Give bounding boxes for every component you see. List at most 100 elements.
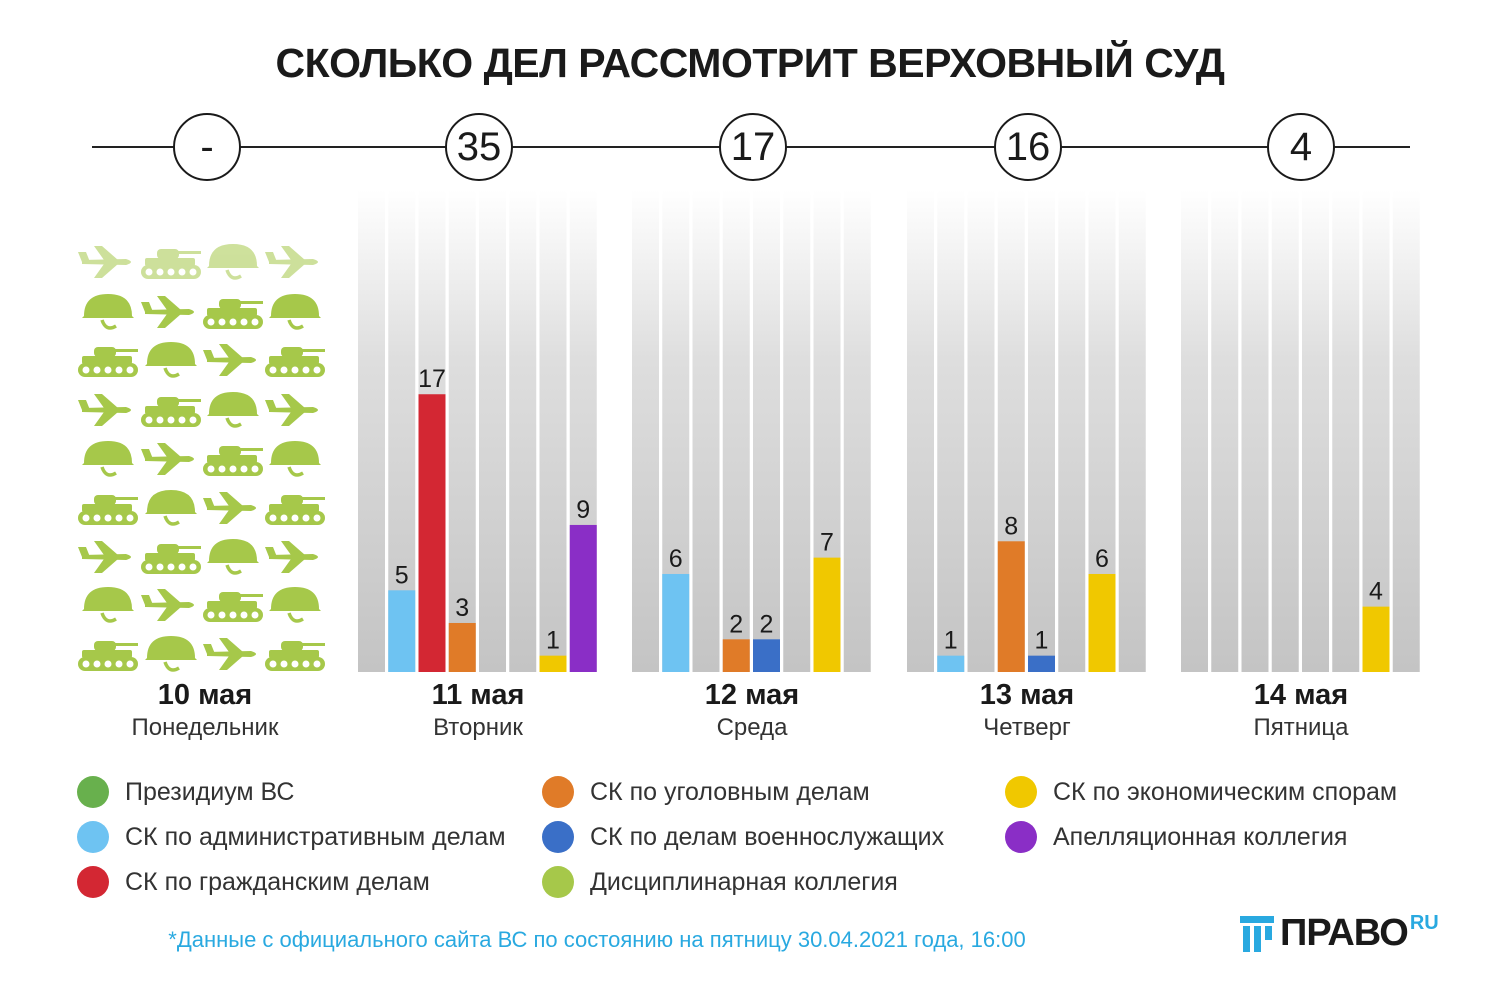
day-weekday: Пятница (1253, 714, 1349, 741)
bar-value-label: 5 (395, 561, 409, 589)
pattern-icon (265, 394, 318, 426)
pattern-icon (265, 246, 318, 278)
bar-value-label: 8 (1004, 512, 1018, 540)
legend-label: Апелляционная коллегия (1053, 822, 1348, 851)
pattern-icon (145, 636, 197, 672)
background-columns (358, 190, 1420, 672)
pattern-icon (78, 394, 131, 426)
background-column (448, 190, 476, 672)
day-date: 12 мая (704, 679, 800, 711)
background-column (937, 190, 965, 672)
day-label: 13 мая Четверг (907, 678, 1147, 744)
day-date: 14 мая (1253, 679, 1349, 711)
pattern-icon (265, 541, 318, 573)
legend-item: СК по уголовным делам (542, 776, 870, 808)
bar (813, 557, 841, 672)
bar-value-label: 2 (760, 610, 774, 638)
background-column (843, 190, 871, 672)
background-column (358, 190, 385, 672)
logo-name: ПРАВО (1280, 912, 1409, 954)
background-column (1058, 190, 1086, 672)
background-column (1118, 190, 1146, 672)
legend-item: СК по административным делам (77, 821, 506, 853)
bar (448, 622, 476, 672)
logo-mark-icon (1240, 916, 1274, 952)
bar-value-label: 3 (455, 594, 469, 622)
legend-item: Дисциплинарная коллегия (542, 866, 898, 898)
pattern-icon (203, 299, 263, 329)
legend-label: СК по уголовным делам (590, 777, 870, 806)
bar (1028, 655, 1055, 672)
legend-label: СК по экономическим спорам (1053, 777, 1398, 806)
pattern-icon (78, 347, 138, 377)
legend-swatch (542, 821, 574, 853)
bar-value-label: 1 (944, 627, 958, 655)
pattern-icon (207, 392, 259, 428)
pattern-icon (265, 347, 325, 377)
pattern-icon (78, 495, 138, 525)
legend-swatch (1005, 821, 1037, 853)
day-total-circle: 35 (445, 113, 513, 181)
day-label: 12 мая Среда (632, 678, 872, 744)
day-label: 10 мая Понедельник (85, 678, 325, 744)
pattern-icon (82, 294, 134, 330)
day-date: 11 мая (431, 679, 525, 711)
pattern-icon (141, 249, 201, 279)
legend-label: Дисциплинарная коллегия (590, 867, 898, 896)
bar-value-label: 6 (669, 545, 683, 573)
pattern-icon (141, 544, 201, 574)
bar-value-label: 6 (1095, 545, 1109, 573)
pattern-icon (265, 641, 325, 671)
pattern-icon (78, 641, 138, 671)
bar (569, 524, 597, 672)
background-column (692, 190, 720, 672)
bar-value-label: 2 (729, 610, 743, 638)
legend-label: СК по гражданским делам (125, 867, 430, 896)
legend-swatch (542, 776, 574, 808)
pattern-icon (141, 589, 194, 621)
day-total-circle: 4 (1267, 113, 1335, 181)
bar-value-label: 17 (418, 365, 446, 393)
pattern-icon (207, 244, 259, 280)
bar-value-label: 1 (546, 627, 560, 655)
background-column (1302, 190, 1329, 672)
day-total-circle: 16 (994, 113, 1062, 181)
background-column (632, 190, 659, 672)
legend-item: СК по делам военнослужащих (542, 821, 944, 853)
day-weekday: Вторник (433, 714, 523, 741)
chart-title: СКОЛЬКО ДЕЛ РАССМОТРИТ ВЕРХОВНЫЙ СУД (275, 40, 1225, 86)
legend-swatch (77, 866, 109, 898)
background-column (1362, 190, 1390, 672)
bars: 5 17 3 1 9 6 2 2 7 1 8 1 6 4 (388, 365, 1390, 672)
pattern-icon (78, 246, 131, 278)
day-total-circle: - (173, 113, 241, 181)
legend-label: Президиум ВС (125, 777, 295, 806)
bar (937, 655, 965, 672)
pattern-icon (78, 541, 131, 573)
background-column (1028, 190, 1055, 672)
bar (1088, 573, 1116, 672)
background-column (722, 190, 750, 672)
logo-suffix: RU (1409, 912, 1439, 934)
legend-label: СК по делам военнослужащих (590, 822, 945, 851)
pattern-icon (145, 342, 197, 378)
pattern-icon (203, 446, 263, 476)
bar-value-label: 9 (576, 496, 590, 524)
background-column (967, 190, 995, 672)
bar-value-label: 7 (820, 529, 834, 557)
pattern-icon (269, 441, 321, 477)
bar (662, 573, 690, 672)
pattern-icon (269, 587, 321, 623)
footnote: *Данные с официального сайта ВС по состо… (168, 927, 1026, 952)
background-column (1392, 190, 1420, 672)
bar (722, 639, 750, 672)
legend-item: СК по экономическим спорам (1005, 776, 1397, 808)
background-column (509, 190, 537, 672)
no-sessions-pattern (78, 244, 325, 672)
bar (997, 541, 1025, 672)
background-column (753, 190, 780, 672)
background-column (539, 190, 567, 672)
legend-swatch (542, 866, 574, 898)
bar (418, 394, 446, 672)
